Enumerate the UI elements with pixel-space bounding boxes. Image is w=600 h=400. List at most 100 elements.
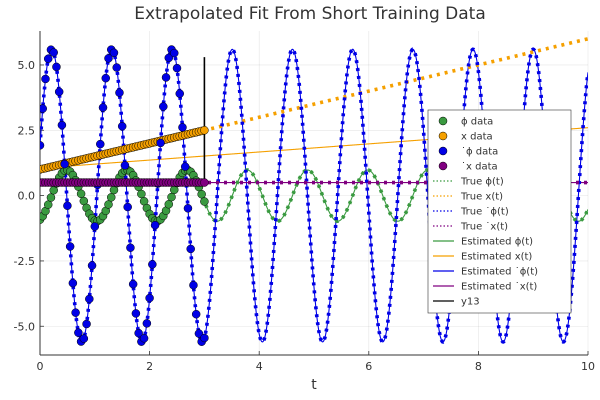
y-tick-label: 5.0 [18, 59, 36, 72]
data-point [180, 162, 190, 171]
data-point [87, 261, 97, 270]
legend-label-data: ϕ data [461, 117, 493, 128]
y-tick-label: -5.0 [14, 320, 35, 333]
data-point [161, 73, 171, 82]
data-point [189, 280, 198, 290]
x-axis-label: t [311, 377, 317, 393]
data-point [148, 260, 157, 269]
data-point [186, 244, 195, 254]
data-point [170, 48, 179, 58]
data-point [46, 193, 56, 202]
data-point [175, 89, 184, 98]
data-point [106, 193, 116, 202]
legend-label-estimated-t: Estimated ˙ϕ(t) [461, 267, 538, 278]
legend-label-data: ˙ϕ data [461, 147, 498, 158]
legend-marker-data [438, 146, 448, 156]
x-tick-label: 8 [475, 360, 482, 373]
data-point [172, 63, 182, 73]
data-point [123, 202, 132, 212]
series-data [40, 45, 209, 346]
data-point [167, 192, 176, 202]
data-point [200, 333, 209, 343]
data-point [191, 309, 201, 319]
data-point [137, 189, 146, 199]
y-tick-label: 2.5 [18, 124, 36, 137]
data-point [85, 294, 94, 304]
legend-label-estimated-t: Estimated ϕ(t) [461, 237, 533, 248]
legend-marker-data [438, 116, 448, 126]
series-x-data [40, 178, 209, 187]
legend-label-estimated-x-t: Estimated x(t) [461, 252, 532, 263]
legend: ϕ data x data ˙ϕ data ˙x data True ϕ(t) True … [427, 109, 572, 314]
data-point [156, 138, 165, 148]
series-true-x-t [40, 37, 588, 172]
data-point [120, 161, 130, 170]
data-point [126, 243, 135, 252]
axes: 0 2 4 6 8 10 -5.0 -2.5 0.0 2.5 5.0 [14, 31, 595, 373]
data-point [150, 220, 160, 230]
y-tick-label: 0.0 [18, 190, 36, 203]
data-point [76, 189, 86, 199]
legend-marker-x-data [438, 161, 448, 171]
data-point [131, 309, 141, 318]
data-point [200, 178, 209, 187]
y-tick-label: -2.5 [14, 255, 35, 268]
data-point [71, 308, 80, 317]
legend-label-true-t: True ϕ(t) [460, 177, 504, 188]
data-point [96, 139, 105, 149]
legend-marker-x-data [438, 131, 448, 141]
data-point [194, 329, 204, 338]
legend-label-true-x-t: True x(t) [460, 192, 503, 203]
data-point [68, 278, 78, 288]
data-point [115, 88, 124, 97]
data-point [109, 48, 119, 58]
data-point [200, 126, 209, 135]
data-point [139, 334, 149, 343]
data-point [82, 319, 91, 329]
data-point [98, 103, 108, 112]
x-tick-label: 6 [365, 360, 372, 373]
data-point [49, 48, 58, 57]
data-point [145, 293, 154, 303]
data-point [43, 54, 53, 64]
legend-label-x-data: x data [461, 132, 493, 143]
data-point [54, 87, 64, 97]
data-point [90, 222, 100, 231]
data-point [43, 200, 53, 209]
data-point [74, 328, 83, 337]
data-point [164, 53, 174, 63]
data-point [40, 104, 47, 113]
data-point [60, 159, 69, 169]
chart-title: Extrapolated Fit From Short Training Dat… [134, 4, 485, 24]
data-point [183, 204, 193, 213]
data-point [112, 63, 121, 72]
data-point [41, 74, 50, 84]
data-point [104, 54, 113, 63]
data-point [134, 328, 143, 338]
x-tick-label: 4 [256, 360, 263, 373]
x-tick-label: 2 [146, 360, 153, 373]
data-point [104, 200, 113, 209]
data-point [79, 334, 89, 343]
x-tick-label: 10 [581, 360, 595, 373]
legend-label-x-data: ˙x data [461, 162, 498, 173]
legend-label-y13: y13 [461, 297, 480, 308]
data-point [164, 200, 174, 209]
data-point [117, 121, 127, 131]
data-point [57, 120, 67, 130]
data-point [40, 141, 45, 150]
data-point [159, 102, 168, 111]
data-point [101, 73, 111, 83]
legend-label-true-t: True ˙ϕ(t) [460, 207, 509, 218]
data-point [200, 197, 209, 206]
data-point [197, 189, 206, 199]
data-point [63, 201, 72, 210]
legend-label-true-x-t: True ˙x(t) [460, 222, 508, 233]
data-point [142, 319, 152, 328]
data-point [65, 242, 75, 251]
data-point [178, 123, 187, 132]
x-tick-label: 0 [37, 360, 44, 373]
data-point [128, 279, 138, 289]
data-point [52, 62, 61, 72]
